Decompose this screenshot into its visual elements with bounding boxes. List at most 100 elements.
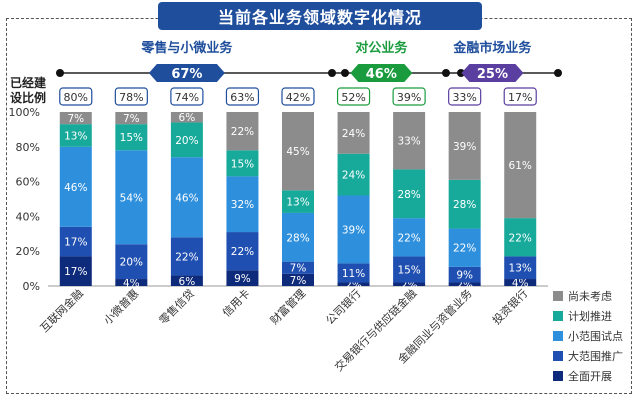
built-ratio-value: 74%: [175, 91, 199, 104]
legend-label: 尚未考虑: [568, 289, 612, 303]
bar-segment: [170, 275, 203, 286]
timeline-dot: [442, 69, 450, 77]
bar-segment: [226, 270, 259, 286]
data-label: 22%: [231, 246, 254, 258]
y-tick-label: 0%: [23, 280, 40, 293]
legend-swatch: [553, 311, 563, 321]
data-label: 13%: [509, 263, 532, 275]
built-ratio-box: [59, 87, 93, 106]
built-ratio-box: [392, 87, 426, 106]
category-label: 零售信贷: [156, 286, 197, 327]
group-overall-badge: [461, 64, 524, 82]
bar-segment: [393, 282, 426, 286]
bar-segment: [504, 218, 537, 257]
built-ratio-box: [281, 87, 315, 106]
y-tick-label: 60%: [16, 176, 40, 189]
bar-segment: [115, 124, 148, 151]
data-label: 39%: [342, 224, 365, 236]
timeline-dot: [341, 69, 349, 77]
legend-swatch: [553, 371, 563, 381]
bar-segment: [115, 150, 148, 245]
data-label: 11%: [342, 268, 365, 280]
data-label: 46%: [175, 192, 198, 204]
timeline-dot: [328, 69, 336, 77]
bar-segment: [170, 122, 203, 158]
timeline-dot: [554, 69, 562, 77]
timeline-dot: [56, 69, 64, 77]
group-name: 金融市场业务: [452, 40, 532, 56]
data-label: 22%: [175, 251, 198, 263]
data-label: 61%: [509, 160, 532, 172]
category-label: 财富管理: [267, 286, 308, 327]
bar-segment: [59, 226, 92, 257]
built-ratio-value: 80%: [64, 91, 88, 104]
bar-segment: [337, 282, 370, 286]
data-label: 32%: [231, 199, 254, 211]
category-label: 信用卡: [220, 287, 253, 320]
bar-segment: [504, 256, 537, 280]
bar-segment: [393, 112, 426, 170]
bar-segment: [282, 112, 314, 191]
data-label: 13%: [64, 130, 87, 142]
data-label: 7%: [67, 113, 84, 125]
built-ratio-box: [114, 87, 148, 106]
bar-segment: [115, 244, 148, 280]
bar-segment: [59, 256, 92, 286]
bar-segment: [59, 112, 92, 125]
bar-segment: [170, 112, 203, 123]
bar-segment: [170, 237, 203, 276]
bar-segment: [337, 263, 370, 283]
data-label: 22%: [509, 232, 532, 244]
bar-segment: [448, 282, 481, 286]
bar-segment: [393, 256, 426, 283]
data-label: 54%: [120, 192, 143, 204]
data-label: 9%: [234, 273, 251, 285]
built-ratio-value: 39%: [397, 91, 421, 104]
bar-segment: [170, 157, 203, 238]
data-label: 6%: [179, 276, 196, 288]
y-tick-label: 100%: [9, 106, 40, 119]
group-overall-value: 46%: [366, 67, 397, 82]
group-overall-badge: [350, 64, 413, 82]
data-label: 39%: [453, 141, 476, 153]
data-label: 17%: [64, 266, 87, 278]
data-label: 9%: [456, 270, 473, 282]
bar-segment: [226, 112, 259, 151]
legend-swatch: [553, 351, 563, 361]
bar-segment: [282, 190, 314, 213]
group-overall-value: 25%: [477, 67, 508, 82]
row-label: 已经建: [10, 75, 47, 90]
built-ratio-box: [503, 87, 537, 106]
category-label: 小微普惠: [100, 286, 141, 327]
bar-segment: [226, 232, 259, 271]
data-label: 17%: [64, 237, 87, 249]
bar-segment: [448, 266, 481, 283]
row-label: 设比例: [10, 90, 46, 105]
bar-segment: [448, 179, 481, 229]
group-name: 对公业务: [355, 40, 408, 56]
data-label: 46%: [64, 182, 87, 194]
built-ratio-value: 17%: [508, 91, 532, 104]
y-tick-label: 80%: [16, 141, 40, 154]
bar-segment: [282, 212, 314, 262]
data-label: 20%: [120, 257, 143, 269]
bar-segment: [115, 112, 148, 125]
legend-label: 小范围试点: [568, 329, 623, 343]
built-ratio-box: [225, 87, 260, 106]
y-tick-label: 40%: [16, 210, 40, 223]
data-label: 45%: [286, 146, 309, 158]
built-ratio-box: [336, 87, 371, 106]
bar-segment: [448, 112, 481, 180]
category-label: 公司银行: [323, 286, 364, 327]
built-ratio-value: 63%: [230, 91, 254, 104]
data-label: 24%: [342, 170, 365, 182]
data-label: 7%: [290, 275, 307, 287]
data-label: 6%: [179, 112, 196, 124]
built-ratio-value: 52%: [341, 91, 365, 104]
legend-label: 全面开展: [568, 369, 612, 383]
group-overall-badge: [148, 64, 225, 82]
bar-segment: [115, 279, 148, 286]
legend-label: 计划推进: [568, 309, 612, 323]
bar-segment: [448, 228, 481, 267]
